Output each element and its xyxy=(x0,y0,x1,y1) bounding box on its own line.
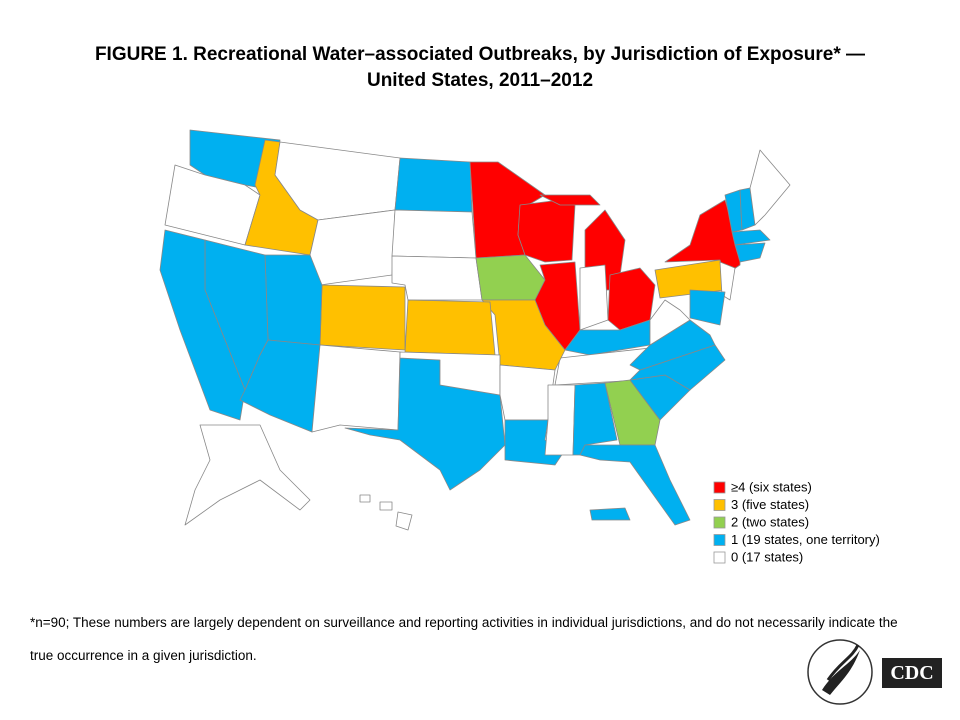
jurisdiction xyxy=(264,254,323,346)
legend-label: 2 (two states) xyxy=(731,514,809,529)
legend-swatch xyxy=(713,499,726,511)
jurisdiction xyxy=(749,149,791,226)
jurisdiction xyxy=(731,229,771,246)
legend-label: 3 (five states) xyxy=(731,497,809,512)
jurisdiction xyxy=(544,384,576,456)
legend-label: 0 (17 states) xyxy=(731,549,803,564)
hhs-logo xyxy=(807,639,873,705)
jurisdiction xyxy=(539,194,601,206)
title-line: United States, 2011–2012 xyxy=(367,70,593,91)
legend-label: 1 (19 states, one territory) xyxy=(731,532,880,547)
jurisdiction xyxy=(319,284,406,351)
jurisdiction xyxy=(394,157,473,213)
jurisdiction xyxy=(159,229,246,421)
jurisdiction xyxy=(379,501,393,511)
jurisdiction xyxy=(309,209,396,286)
legend-swatch xyxy=(713,534,726,546)
jurisdiction xyxy=(395,511,413,531)
legend-label: ≥4 (six states) xyxy=(731,479,812,494)
title-line: FIGURE 1. Recreational Water–associated … xyxy=(95,44,865,65)
footnote: *n=90; These numbers are largely depende… xyxy=(30,615,898,630)
legend: ≥4 (six states) 3 (five states) 2 (two sta… xyxy=(713,479,880,564)
jurisdiction xyxy=(184,424,311,526)
jurisdiction xyxy=(311,344,401,433)
jurisdiction xyxy=(359,494,371,503)
jurisdiction xyxy=(579,264,609,331)
footnote: true occurrence in a given jurisdiction. xyxy=(30,648,257,663)
jurisdiction xyxy=(517,199,576,263)
jurisdiction xyxy=(404,299,496,356)
jurisdiction xyxy=(391,255,483,301)
jurisdiction xyxy=(499,364,556,421)
jurisdiction xyxy=(399,351,501,396)
jurisdiction xyxy=(589,507,631,521)
legend-swatch xyxy=(713,481,726,494)
jurisdiction xyxy=(649,299,691,346)
legend-swatch xyxy=(713,551,726,564)
jurisdiction xyxy=(579,444,691,526)
jurisdiction xyxy=(734,242,766,263)
cdc-text: CDC xyxy=(890,662,933,684)
cdc-logo: CDC xyxy=(882,658,942,688)
jurisdiction xyxy=(481,299,566,371)
jurisdiction xyxy=(719,261,736,301)
jurisdiction xyxy=(391,209,477,259)
jurisdiction xyxy=(689,289,726,326)
jurisdiction xyxy=(475,254,546,301)
jurisdiction xyxy=(604,379,661,446)
us-map xyxy=(159,129,791,531)
legend-swatch xyxy=(713,516,726,529)
